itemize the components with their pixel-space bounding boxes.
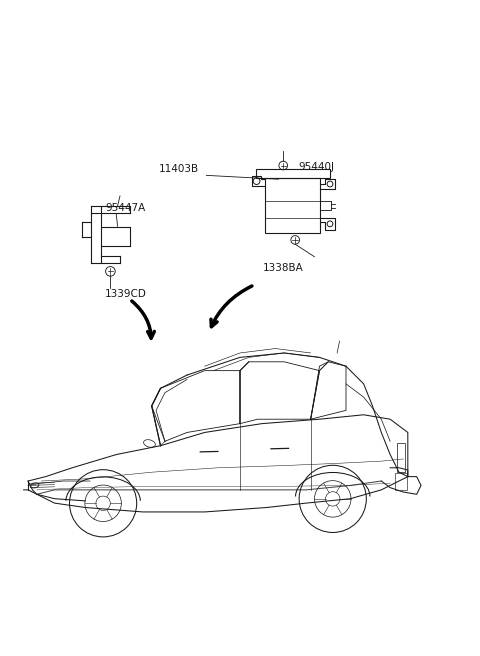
Text: 95440J: 95440J bbox=[299, 161, 335, 171]
Text: 1339CD: 1339CD bbox=[105, 289, 146, 298]
Bar bbox=[255, 169, 330, 178]
Bar bbox=[395, 473, 407, 490]
Text: 95447A: 95447A bbox=[106, 203, 146, 213]
Text: 1338BA: 1338BA bbox=[263, 263, 304, 273]
Text: 11403B: 11403B bbox=[159, 165, 199, 174]
Bar bbox=[265, 178, 321, 233]
Bar bbox=[397, 443, 406, 472]
